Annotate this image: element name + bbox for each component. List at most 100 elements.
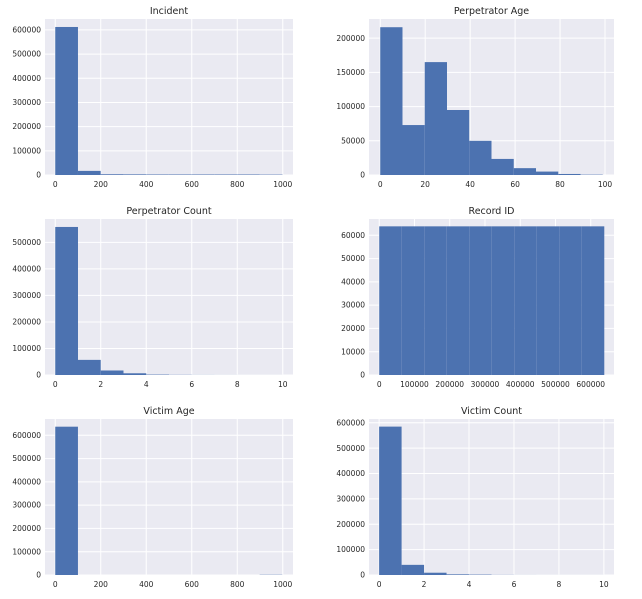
x-tick-label: 300000 bbox=[471, 380, 500, 389]
y-tick-label: 400000 bbox=[12, 74, 41, 83]
x-tick-label: 0 bbox=[378, 180, 383, 189]
y-tick-label: 150000 bbox=[336, 68, 365, 77]
x-tick-label: 1000 bbox=[273, 580, 292, 589]
subplot-title: Victim Count bbox=[461, 406, 522, 417]
x-tick-label: 6 bbox=[512, 580, 517, 589]
histogram-bar bbox=[469, 226, 492, 375]
histogram-bar bbox=[424, 572, 447, 575]
x-tick-label: 600000 bbox=[576, 380, 605, 389]
histogram-bar bbox=[424, 226, 447, 375]
x-tick-label: 20 bbox=[420, 180, 430, 189]
y-tick-label: 60000 bbox=[341, 231, 365, 240]
x-tick-label: 60 bbox=[510, 180, 520, 189]
subplot-title: Record ID bbox=[469, 206, 515, 217]
histogram-bar bbox=[77, 359, 101, 375]
histogram-bar bbox=[558, 173, 581, 175]
x-tick-label: 0 bbox=[377, 380, 382, 389]
plot-area bbox=[45, 19, 293, 175]
x-tick-label: 80 bbox=[555, 180, 565, 189]
x-tick-label: 600 bbox=[185, 180, 200, 189]
x-tick-label: 200000 bbox=[435, 380, 464, 389]
x-tick-label: 4 bbox=[144, 380, 149, 389]
x-tick-label: 2 bbox=[98, 380, 103, 389]
y-tick-label: 500000 bbox=[336, 444, 365, 453]
histogram-bar bbox=[536, 226, 560, 375]
x-tick-label: 800 bbox=[230, 180, 245, 189]
y-tick-label: 100000 bbox=[12, 344, 41, 353]
x-tick-label: 4 bbox=[467, 580, 472, 589]
x-tick-label: 400 bbox=[139, 580, 154, 589]
histogram-bar bbox=[77, 170, 101, 175]
subplot-perpetrator-age: Perpetrator Age 0 20 40 60 80 100 0 50000 100000 1… bbox=[336, 6, 614, 189]
plot-area bbox=[369, 419, 614, 575]
histogram-bar bbox=[446, 110, 470, 175]
histogram-bar bbox=[100, 370, 124, 375]
y-tick-label: 300000 bbox=[336, 495, 365, 504]
y-tick-label: 300000 bbox=[12, 291, 41, 300]
y-tick-label: 30000 bbox=[341, 301, 365, 310]
histogram-bar bbox=[401, 226, 425, 375]
y-tick-label: 300000 bbox=[12, 98, 41, 107]
histogram-bar bbox=[491, 226, 515, 375]
y-tick-label: 100000 bbox=[12, 146, 41, 155]
x-tick-label: 0 bbox=[377, 580, 382, 589]
y-tick-label: 10000 bbox=[341, 347, 365, 356]
y-tick-label: 400000 bbox=[12, 264, 41, 273]
x-tick-label: 0 bbox=[53, 380, 58, 389]
histogram-bar bbox=[514, 226, 537, 375]
histogram-bar bbox=[55, 226, 78, 375]
y-tick-label: 500000 bbox=[12, 50, 41, 59]
subplot-victim-age: Victim Age 0 200 400 600 800 1000 0 100000 200000… bbox=[12, 406, 293, 589]
y-tick-label: 600000 bbox=[336, 418, 365, 427]
x-tick-label: 0 bbox=[53, 180, 58, 189]
y-tick-label: 40000 bbox=[341, 277, 365, 286]
y-tick-label: 200000 bbox=[336, 34, 365, 43]
y-tick-label: 200000 bbox=[12, 122, 41, 131]
x-tick-label: 500000 bbox=[541, 380, 570, 389]
y-tick-label: 0 bbox=[360, 171, 365, 180]
y-tick-label: 20000 bbox=[341, 324, 365, 333]
x-tick-label: 6 bbox=[189, 380, 194, 389]
x-tick-label: 200 bbox=[94, 180, 109, 189]
y-tick-label: 400000 bbox=[12, 477, 41, 486]
y-tick-label: 400000 bbox=[336, 469, 365, 478]
y-tick-label: 200000 bbox=[12, 318, 41, 327]
subplot-title: Victim Age bbox=[143, 406, 194, 417]
histogram-bar bbox=[123, 373, 147, 375]
histogram-bar bbox=[380, 27, 403, 175]
x-tick-label: 100000 bbox=[400, 380, 429, 389]
x-tick-label: 10 bbox=[599, 580, 609, 589]
x-tick-label: 1000 bbox=[273, 180, 292, 189]
y-tick-label: 500000 bbox=[12, 238, 41, 247]
y-tick-label: 300000 bbox=[12, 501, 41, 510]
histogram-bar bbox=[559, 226, 582, 375]
histogram-bar bbox=[446, 574, 470, 575]
histogram-bar bbox=[491, 158, 514, 175]
x-tick-label: 8 bbox=[235, 380, 240, 389]
x-tick-label: 8 bbox=[557, 580, 562, 589]
histogram-bar bbox=[424, 62, 447, 175]
histogram-bar bbox=[55, 26, 78, 175]
x-tick-label: 2 bbox=[422, 580, 427, 589]
subplot-title: Perpetrator Count bbox=[126, 206, 211, 217]
plot-area bbox=[45, 419, 293, 575]
histogram-bar bbox=[469, 140, 492, 175]
histogram-bar bbox=[581, 226, 605, 375]
x-tick-label: 0 bbox=[53, 580, 58, 589]
histogram-bar bbox=[100, 174, 124, 175]
x-tick-label: 100 bbox=[598, 180, 613, 189]
y-tick-label: 0 bbox=[36, 171, 41, 180]
y-tick-label: 200000 bbox=[336, 520, 365, 529]
x-tick-label: 200 bbox=[94, 580, 109, 589]
subplot-perpetrator-count: Perpetrator Count 0 2 4 6 8 10 0 100000 200000 300… bbox=[12, 206, 293, 389]
y-tick-label: 100000 bbox=[336, 545, 365, 554]
y-tick-label: 600000 bbox=[12, 25, 41, 34]
y-tick-label: 600000 bbox=[12, 431, 41, 440]
y-tick-label: 100000 bbox=[336, 102, 365, 111]
y-tick-label: 0 bbox=[36, 571, 41, 580]
histogram-bar bbox=[379, 426, 402, 575]
histogram-bar bbox=[55, 426, 78, 575]
subplot-title: Incident bbox=[150, 6, 189, 17]
subplot-title: Perpetrator Age bbox=[454, 6, 529, 17]
